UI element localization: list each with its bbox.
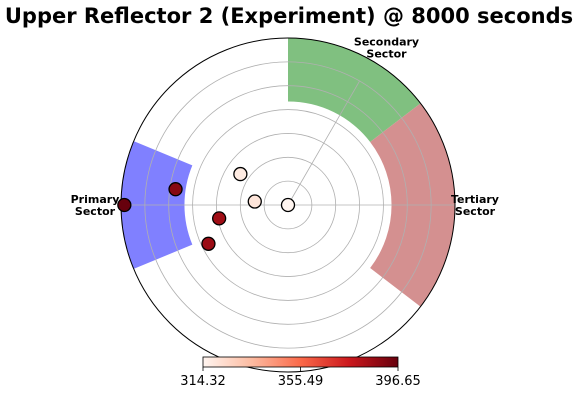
- colorbar-tick-label: 396.65: [375, 374, 421, 389]
- data-point: [233, 166, 248, 182]
- data-point: [247, 194, 262, 209]
- sector-label: Primary: [71, 193, 120, 206]
- data-point: [280, 197, 296, 213]
- sector-labels: PrimarySectorSecondarySectorTertiarySect…: [71, 36, 499, 218]
- colorbar-tick-label: 355.49: [278, 374, 324, 389]
- data-points: [117, 166, 296, 251]
- colorbar: 314.32 355.49 396.65: [180, 356, 421, 389]
- colorbar-tick-label: 314.32: [180, 374, 226, 389]
- data-point: [117, 197, 132, 213]
- sector-label: Secondary: [354, 36, 419, 49]
- data-point: [201, 236, 216, 251]
- colorbar-gradient: [202, 356, 399, 368]
- sector-label: Tertiary: [451, 193, 499, 206]
- sector-label: Sector: [366, 48, 407, 61]
- sector-label: Sector: [75, 205, 116, 218]
- data-point: [211, 211, 227, 226]
- chart-title: Upper Reflector 2 (Experiment) @ 8000 se…: [5, 4, 573, 28]
- sector-label: Sector: [455, 205, 496, 218]
- grid-axis: [287, 80, 361, 206]
- sector-layer: [121, 38, 456, 307]
- data-point: [168, 182, 183, 197]
